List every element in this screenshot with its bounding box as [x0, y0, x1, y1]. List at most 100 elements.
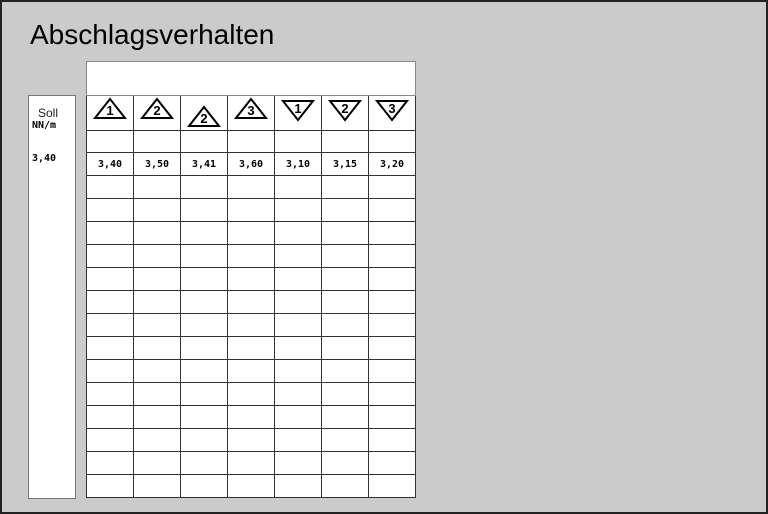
table-cell[interactable] [227, 474, 275, 498]
table-cell[interactable] [133, 267, 181, 291]
table-cell[interactable] [274, 198, 322, 222]
table-cell[interactable] [274, 175, 322, 199]
table-cell[interactable] [180, 405, 228, 429]
table-cell[interactable] [133, 130, 181, 153]
table-cell[interactable] [133, 198, 181, 222]
table-cell[interactable] [321, 428, 369, 452]
table-cell[interactable] [227, 382, 275, 406]
table-cell[interactable] [180, 175, 228, 199]
table-cell[interactable] [274, 382, 322, 406]
table-cell[interactable] [133, 428, 181, 452]
table-cell[interactable] [321, 244, 369, 268]
table-cell[interactable] [227, 359, 275, 383]
table-cell[interactable] [274, 130, 322, 153]
table-cell[interactable] [368, 428, 416, 452]
table-cell[interactable] [133, 221, 181, 245]
table-cell[interactable] [321, 130, 369, 153]
table-cell[interactable] [321, 451, 369, 475]
table-cell[interactable] [321, 359, 369, 383]
table-cell[interactable]: 2 [180, 95, 228, 131]
table-cell[interactable] [368, 405, 416, 429]
table-cell[interactable] [133, 336, 181, 360]
value-cell[interactable]: 3,20 [368, 152, 416, 176]
table-cell[interactable] [133, 451, 181, 475]
table-cell[interactable] [133, 405, 181, 429]
table-cell[interactable] [86, 290, 134, 314]
table-cell[interactable] [180, 336, 228, 360]
table-cell[interactable] [321, 313, 369, 337]
table-cell[interactable] [274, 428, 322, 452]
table-cell[interactable]: 2 [321, 95, 369, 131]
table-cell[interactable] [133, 382, 181, 406]
table-cell[interactable] [86, 405, 134, 429]
table-cell[interactable] [180, 198, 228, 222]
table-cell[interactable] [86, 175, 134, 199]
table-cell[interactable] [133, 313, 181, 337]
table-cell[interactable] [368, 175, 416, 199]
table-cell[interactable] [86, 130, 134, 153]
table-cell[interactable] [368, 474, 416, 498]
table-cell[interactable] [227, 451, 275, 475]
table-cell[interactable] [274, 359, 322, 383]
table-cell[interactable] [321, 474, 369, 498]
table-cell[interactable] [227, 336, 275, 360]
value-cell[interactable]: 3,41 [180, 152, 228, 176]
table-cell[interactable] [368, 221, 416, 245]
table-cell[interactable] [368, 267, 416, 291]
table-cell[interactable] [86, 382, 134, 406]
table-cell[interactable] [180, 221, 228, 245]
table-cell[interactable] [86, 359, 134, 383]
table-cell[interactable] [86, 267, 134, 291]
table-cell[interactable] [86, 428, 134, 452]
table-cell[interactable] [133, 290, 181, 314]
table-cell[interactable] [180, 451, 228, 475]
table-cell[interactable]: 3 [227, 95, 275, 131]
table-cell[interactable] [86, 336, 134, 360]
table-cell[interactable] [274, 313, 322, 337]
table-cell[interactable] [86, 474, 134, 498]
table-cell[interactable] [86, 244, 134, 268]
table-cell[interactable] [321, 290, 369, 314]
table-cell[interactable] [227, 405, 275, 429]
table-cell[interactable] [321, 175, 369, 199]
table-cell[interactable] [180, 267, 228, 291]
table-cell[interactable] [321, 405, 369, 429]
table-cell[interactable] [227, 198, 275, 222]
table-cell[interactable] [321, 382, 369, 406]
table-cell[interactable] [274, 244, 322, 268]
table-cell[interactable] [274, 336, 322, 360]
table-cell[interactable] [274, 290, 322, 314]
value-cell[interactable]: 3,10 [274, 152, 322, 176]
table-cell[interactable] [321, 198, 369, 222]
table-cell[interactable] [227, 290, 275, 314]
table-cell[interactable] [368, 451, 416, 475]
table-cell[interactable] [180, 359, 228, 383]
table-cell[interactable] [227, 175, 275, 199]
table-cell[interactable] [133, 175, 181, 199]
table-cell[interactable] [368, 198, 416, 222]
value-cell[interactable]: 3,60 [227, 152, 275, 176]
table-cell[interactable]: 1 [274, 95, 322, 131]
table-cell[interactable]: 3 [368, 95, 416, 131]
table-cell[interactable] [368, 359, 416, 383]
table-cell[interactable] [368, 336, 416, 360]
table-cell[interactable] [227, 244, 275, 268]
table-cell[interactable] [86, 221, 134, 245]
table-cell[interactable] [274, 474, 322, 498]
table-cell[interactable] [274, 221, 322, 245]
table-cell[interactable] [180, 130, 228, 153]
table-cell[interactable] [133, 474, 181, 498]
value-cell[interactable]: 3,50 [133, 152, 181, 176]
table-cell[interactable] [86, 313, 134, 337]
table-cell[interactable] [227, 221, 275, 245]
table-cell[interactable] [368, 290, 416, 314]
table-cell[interactable] [368, 130, 416, 153]
table-cell[interactable] [227, 313, 275, 337]
table-cell[interactable] [368, 382, 416, 406]
table-cell[interactable] [180, 474, 228, 498]
table-cell[interactable] [274, 405, 322, 429]
table-cell[interactable]: 1 [86, 95, 134, 131]
table-cell[interactable] [86, 198, 134, 222]
table-cell[interactable] [368, 313, 416, 337]
table-cell[interactable] [133, 244, 181, 268]
